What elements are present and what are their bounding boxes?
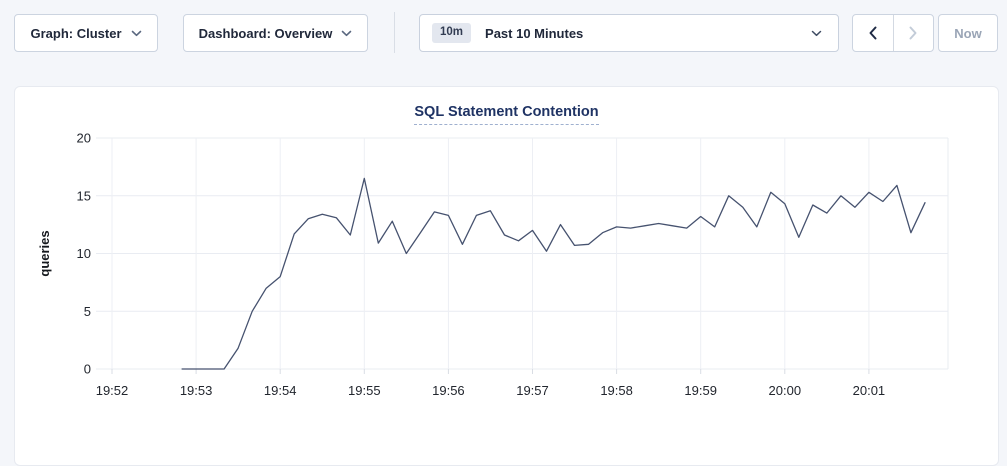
now-button-label: Now — [954, 25, 982, 41]
chart-title-row: SQL Statement Contention — [15, 103, 998, 125]
x-axis-tick-label: 19:58 — [600, 383, 633, 398]
now-button[interactable]: Now — [938, 14, 998, 52]
graph-scope-dropdown-label: Graph: Cluster — [30, 25, 122, 41]
chevron-down-icon — [811, 30, 822, 37]
x-axis-tick-label: 20:00 — [769, 383, 802, 398]
graph-scope-dropdown[interactable]: Graph: Cluster — [14, 14, 158, 52]
dashboard-dropdown[interactable]: Dashboard: Overview — [183, 14, 368, 52]
chevron-left-icon — [869, 26, 877, 40]
chevron-down-icon — [131, 30, 142, 37]
x-axis-tick-label: 19:53 — [180, 383, 213, 398]
y-axis-tick-label: 0 — [84, 362, 91, 377]
time-range-label: Past 10 Minutes — [485, 25, 584, 41]
sql-statement-contention-card: SQL Statement Contention 0 5 10 15 20 19:52 19… — [14, 86, 999, 466]
x-axis-tick-label: 19:54 — [264, 383, 297, 398]
top-toolbar: Graph: Cluster Dashboard: Overview 10m P… — [0, 0, 1007, 66]
x-axis-tick-label: 19:57 — [516, 383, 549, 398]
time-shift-back-button[interactable] — [853, 15, 894, 51]
toolbar-divider — [394, 12, 395, 53]
y-axis-tick-label: 15 — [77, 188, 91, 203]
x-axis-tick-label: 19:56 — [432, 383, 465, 398]
series-line-queries — [181, 177, 926, 370]
chevron-right-icon — [909, 26, 917, 40]
time-shift-forward-button[interactable] — [894, 15, 934, 51]
chart-title[interactable]: SQL Statement Contention — [414, 104, 599, 125]
time-shift-button-group — [852, 14, 934, 52]
x-axis-tick-label: 20:01 — [853, 383, 886, 398]
time-range-dropdown[interactable]: 10m Past 10 Minutes — [419, 14, 839, 52]
x-axis-tick-label: 19:59 — [684, 383, 717, 398]
dashboard-dropdown-label: Dashboard: Overview — [198, 25, 333, 41]
sql-statement-contention-chart[interactable]: 0 5 10 15 20 19:52 19:53 19:54 19:55 19:56 19:57 19… — [15, 87, 1000, 433]
y-axis-title: queries — [37, 230, 52, 276]
y-axis-tick-label: 20 — [77, 131, 91, 146]
y-axis-tick-label: 5 — [84, 304, 91, 319]
x-axis-tick-label: 19:55 — [348, 383, 381, 398]
y-axis-tick-label: 10 — [77, 246, 91, 261]
chevron-down-icon — [341, 30, 352, 37]
x-axis-tick-label: 19:52 — [96, 383, 129, 398]
time-range-badge: 10m — [432, 23, 472, 43]
